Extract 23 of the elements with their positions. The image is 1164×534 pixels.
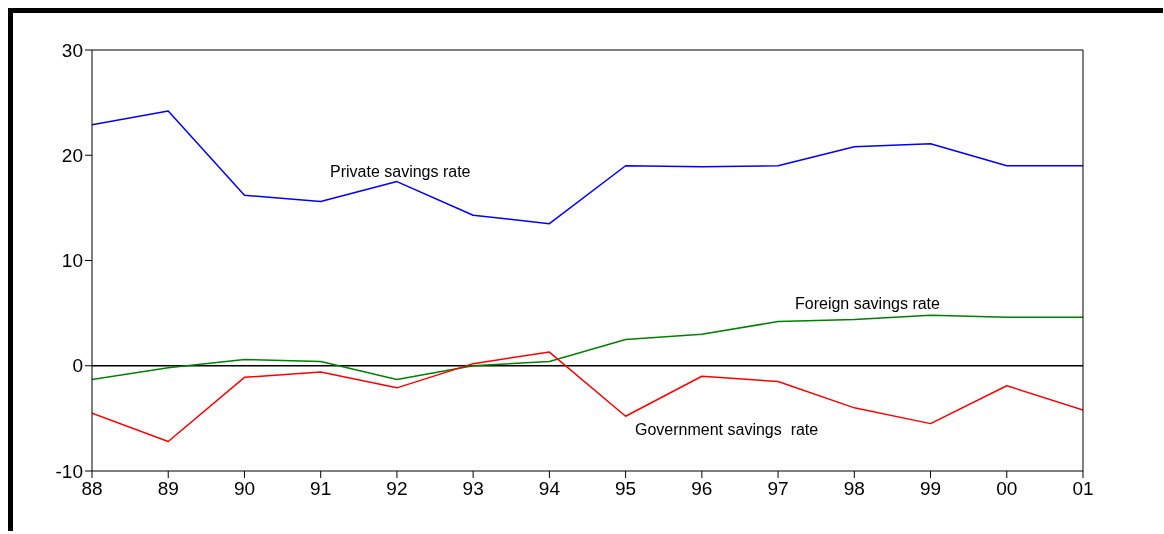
x-tick-label: 97 — [767, 478, 789, 500]
x-tick-label: 00 — [996, 478, 1018, 500]
x-tick-label: 92 — [386, 478, 408, 500]
y-tick-label: 20 — [61, 144, 83, 166]
x-tick-label: 95 — [615, 478, 637, 500]
x-tick-label: 98 — [843, 478, 865, 500]
series-label: Private savings rate — [330, 163, 471, 181]
x-tick-label: 94 — [538, 478, 561, 500]
series-label: Foreign savings rate — [795, 295, 940, 313]
y-tick-label: 10 — [61, 250, 83, 272]
x-tick-label: 88 — [81, 478, 103, 500]
x-tick-label: 96 — [691, 478, 713, 500]
x-tick-label: 89 — [157, 478, 179, 500]
series-label: Government savings rate — [635, 421, 819, 439]
x-tick-label: 91 — [310, 478, 332, 500]
x-tick-label: 99 — [919, 478, 942, 500]
x-tick-label: 90 — [233, 478, 256, 500]
y-tick-label: 0 — [72, 355, 83, 377]
x-tick-label: 01 — [1072, 478, 1094, 500]
y-tick-label: -10 — [55, 460, 83, 482]
x-tick-label: 93 — [462, 478, 484, 500]
line-series — [92, 110, 1083, 225]
y-tick-label: 30 — [61, 39, 83, 61]
